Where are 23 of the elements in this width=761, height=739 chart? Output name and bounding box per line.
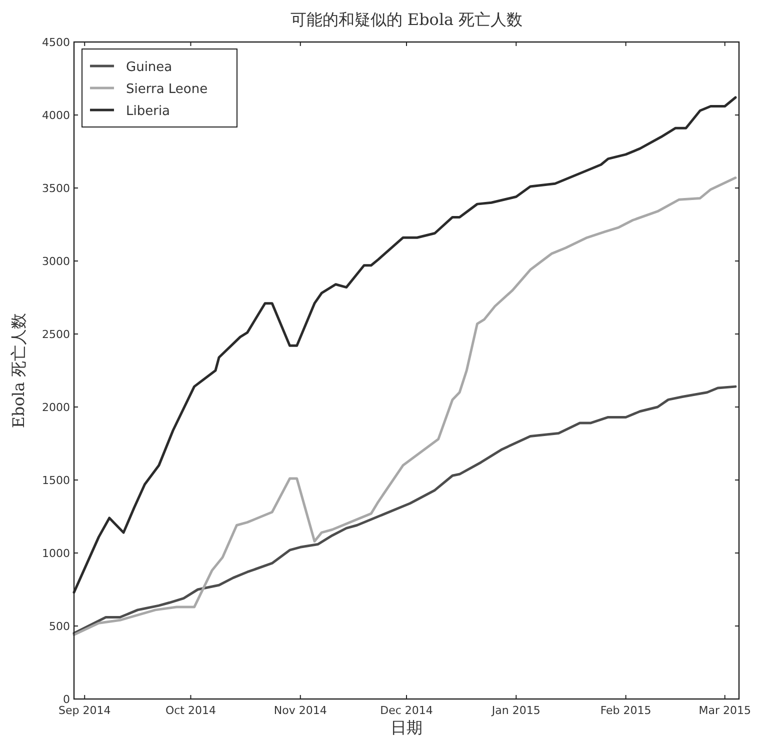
y-tick-label: 3500	[42, 182, 70, 195]
x-tick-label: Mar 2015	[698, 704, 751, 717]
y-tick-label: 4000	[42, 109, 70, 122]
legend-label: Sierra Leone	[126, 82, 208, 97]
legend-label: Guinea	[126, 60, 172, 75]
y-axis-title: Ebola 死亡人数	[9, 312, 28, 428]
y-tick-label: 0	[63, 693, 70, 706]
chart-title: 可能的和疑似的 Ebola 死亡人数	[290, 10, 523, 29]
x-tick-label: Jan 2015	[490, 704, 540, 717]
x-tick-label: Oct 2014	[165, 704, 216, 717]
x-tick-label: Nov 2014	[274, 704, 327, 717]
x-tick-label: Feb 2015	[600, 704, 652, 717]
x-tick-label: Sep 2014	[58, 704, 111, 717]
x-axis-title: 日期	[390, 718, 422, 737]
y-tick-label: 500	[49, 620, 70, 633]
y-tick-label: 2000	[42, 401, 70, 414]
y-tick-label: 3000	[42, 255, 70, 268]
legend-label: Liberia	[126, 104, 170, 119]
y-tick-label: 2500	[42, 328, 70, 341]
y-tick-label: 1500	[42, 474, 70, 487]
y-tick-label: 4500	[42, 36, 70, 49]
y-tick-label: 1000	[42, 547, 70, 560]
x-tick-label: Dec 2014	[380, 704, 433, 717]
